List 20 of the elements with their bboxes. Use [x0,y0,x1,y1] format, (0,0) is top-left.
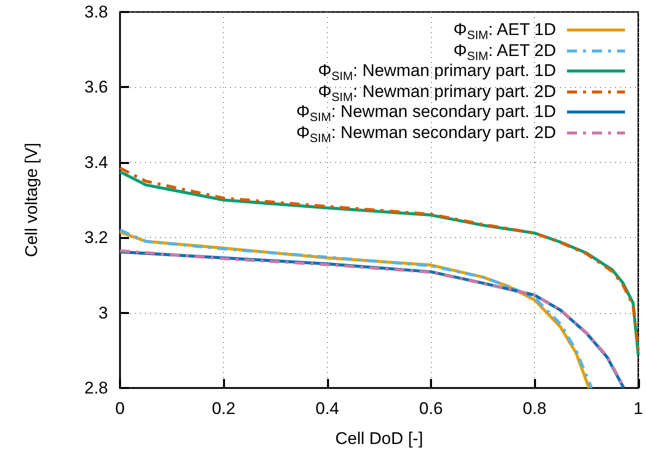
y-tick-label: 2.8 [84,378,108,398]
legend-label: Φ$_{SIM}$: Newman secondary part. 2D [296,122,556,144]
x-tick-label: 1 [634,399,644,418]
y-axis-title: Cell voltage [V] [22,142,41,258]
y-tick-label: 3.4 [84,152,108,172]
legend-label: Φ$_{SIM}$: Newman secondary part. 1D [296,102,556,124]
x-axis-title: Cell DoD [-] [335,429,424,448]
y-tick-label: 3.2 [84,228,108,248]
x-tick-label: 0.4 [315,399,340,418]
y-tick-label: 3.8 [84,2,108,22]
legend-label: Φ$_{SIM}$: Newman primary part. 2D [318,82,556,104]
y-tick-label: 3.6 [84,78,108,97]
x-tick-label: 0.2 [212,399,236,418]
x-tick-label: 0 [115,399,125,418]
legend-label: Φ$_{SIM}$: AET 1D [453,20,556,42]
legend-label: Φ$_{SIM}$: Newman primary part. 1D [318,61,556,83]
x-tick-label: 0.6 [419,399,443,418]
y-tick-label: 3 [98,303,108,322]
legend-label: Φ$_{SIM}$: AET 2D [453,40,556,62]
x-tick-label: 0.8 [522,399,546,418]
